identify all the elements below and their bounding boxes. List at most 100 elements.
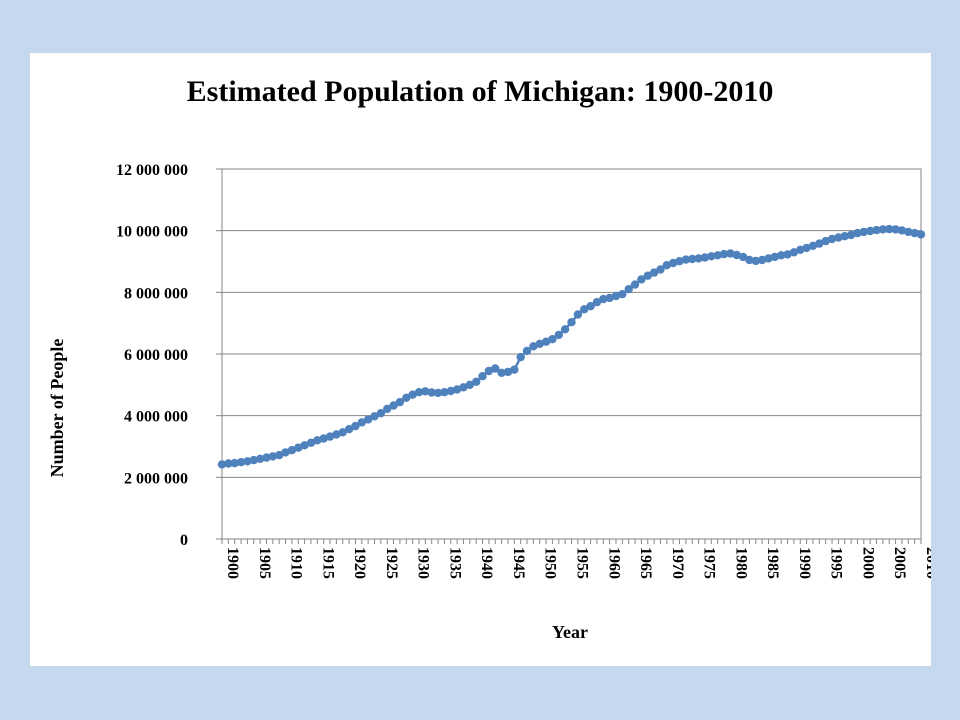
y-tick-label: 6 000 000 [124,347,188,364]
x-tick-label: 1990 [796,547,813,579]
data-point [707,252,716,261]
data-point [796,245,805,254]
data-point [541,337,551,346]
data-point [395,397,405,407]
x-tick-label: 1940 [478,547,495,579]
x-tick-label: 1955 [574,547,591,579]
data-point [287,446,297,455]
data-point [472,377,481,386]
data-point [656,265,665,274]
data-point [389,401,398,410]
data-point [827,234,837,244]
data-point [243,457,252,466]
data-point [364,415,373,424]
y-tick-label: 0 [180,532,188,549]
data-point [643,271,652,280]
data-point [452,385,462,394]
data-point [853,228,862,238]
data-point [497,368,506,377]
data-point [885,224,894,234]
data-point [713,251,722,260]
data-point [332,430,341,439]
data-point [859,227,868,237]
data-point [446,386,455,396]
x-tick-label: 1900 [224,547,241,579]
y-axis-title: Number of People [47,339,67,478]
x-axis-title: Year [552,622,588,642]
data-point [440,388,449,397]
data-point [745,255,754,265]
data-point [891,225,900,234]
y-tick-label: 12 000 000 [116,162,188,179]
data-point [764,254,773,263]
data-point [414,388,424,397]
data-point [751,256,760,266]
x-tick-label: 1970 [669,547,686,579]
data-point [236,458,246,467]
data-point [757,255,767,265]
x-tick-label: 1960 [605,547,622,579]
data-point [732,250,741,260]
data-point [465,380,474,389]
data-point [605,293,614,303]
data-point [376,409,386,418]
data-point [357,418,366,427]
data-point [262,453,271,462]
series-line [221,227,922,466]
data-point [738,252,748,262]
x-tick-label: 1985 [764,547,781,579]
data-point [904,227,913,237]
x-tick-label: 1965 [637,547,654,579]
data-point [770,252,779,262]
data-point [383,404,392,414]
x-axis: 1900 1905 1910 1915 1920 1925 1930 1935 1940 1945… [221,539,931,579]
x-tick-label: 1980 [732,547,749,579]
data-point [910,228,919,238]
data-point [726,249,735,258]
data-point [427,388,436,397]
data-point [319,434,328,443]
data-point [783,250,792,259]
data-point [344,425,354,434]
data-point [402,393,411,402]
data-point [700,253,710,262]
data-point [516,352,525,362]
data-point [535,339,544,348]
chart-panel: Estimated Population of Michigan: 1900-2… [30,53,931,666]
population-line-chart: Estimated Population of Michigan: 1900-2… [47,75,931,642]
data-point [592,298,602,307]
data-point [325,432,335,441]
data-point [249,455,258,465]
data-point [529,342,538,351]
series-population [217,224,926,469]
data-point [478,372,487,381]
data-point [808,241,818,250]
data-point [777,251,786,260]
x-tick-label: 1930 [415,547,432,579]
data-point [313,436,322,445]
data-point [567,318,576,327]
x-tick-label: 1975 [701,547,718,579]
x-tick-label: 1950 [542,547,559,579]
data-point [840,232,849,241]
data-point [433,388,443,398]
data-point [554,330,563,340]
data-point [217,460,227,469]
data-point [897,226,907,235]
data-point [872,225,881,235]
data-point [294,443,303,452]
x-tick-label: 2005 [891,547,908,579]
data-point [599,294,608,304]
x-tick-label: 1935 [446,547,463,579]
data-point [846,230,856,240]
data-point [300,441,309,450]
data-point [586,302,595,311]
y-tick-label: 10 000 000 [116,224,188,241]
data-point [510,365,519,374]
x-tick-label: 1905 [256,547,273,579]
y-axis: 0 2 000 000 4 000 000 6 000 000 8 000 000 10 … [116,162,222,549]
data-point [573,310,583,319]
data-point [649,268,659,277]
data-point [268,452,277,461]
data-point [719,249,729,259]
